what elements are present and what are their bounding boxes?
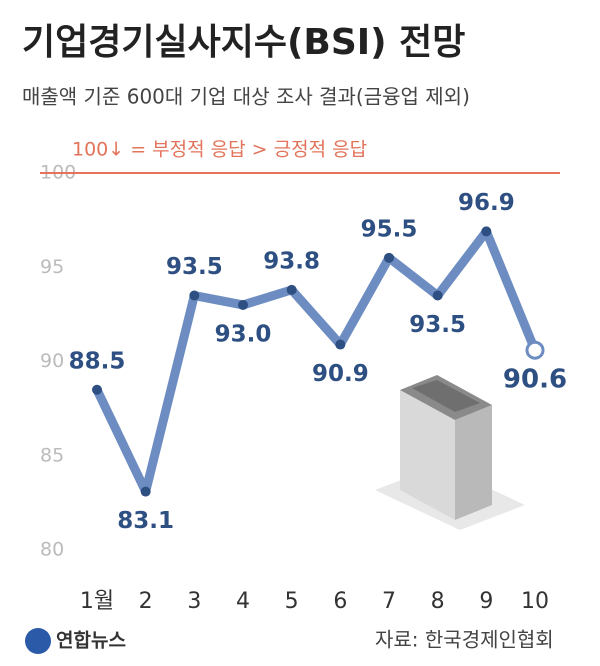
data-label: 83.1 bbox=[117, 508, 174, 534]
logo: 연합뉴스 bbox=[56, 630, 126, 652]
data-label: 93.5 bbox=[166, 254, 223, 280]
marker bbox=[238, 299, 248, 310]
data-label: 90.6 bbox=[503, 365, 567, 395]
data-label: 96.9 bbox=[458, 190, 515, 216]
marker bbox=[140, 486, 151, 497]
marker bbox=[432, 290, 443, 301]
x-tick-label: 8 bbox=[431, 589, 445, 614]
data-label: 90.9 bbox=[312, 361, 369, 387]
marker bbox=[92, 384, 102, 395]
data-label: 93.8 bbox=[263, 248, 320, 274]
x-tick-label: 5 bbox=[285, 589, 299, 614]
y-tick-label: 90 bbox=[40, 350, 64, 372]
data-label: 88.5 bbox=[69, 348, 126, 374]
logo-icon bbox=[25, 628, 51, 654]
marker bbox=[384, 252, 394, 263]
x-tick-label: 1월 bbox=[80, 589, 114, 614]
x-tick-label: 4 bbox=[236, 589, 250, 614]
y-tick-label: 80 bbox=[40, 539, 64, 561]
building-illustration bbox=[375, 375, 525, 530]
x-tick-label: 7 bbox=[382, 589, 396, 614]
data-label: 95.5 bbox=[361, 216, 418, 242]
x-tick-label: 9 bbox=[479, 589, 493, 614]
marker bbox=[286, 284, 297, 295]
marker bbox=[189, 290, 200, 301]
source: 자료: 한국경제인협회 bbox=[375, 628, 554, 652]
data-label: 93.0 bbox=[215, 321, 272, 347]
marker bbox=[525, 340, 545, 360]
data-label: 93.5 bbox=[409, 312, 466, 338]
x-tick-label: 6 bbox=[333, 589, 347, 614]
y-tick-label: 85 bbox=[40, 444, 64, 466]
marker bbox=[481, 226, 492, 237]
marker bbox=[335, 339, 346, 350]
chart-title: 기업경기실사지수(BSI) 전망 bbox=[22, 22, 465, 63]
line bbox=[92, 226, 540, 497]
chart-subtitle: 매출액 기준 600대 기업 대상 조사 결과(금융업 제외) bbox=[22, 85, 470, 109]
x-tick-label: 3 bbox=[187, 589, 201, 614]
annotation: 100↓ = 부정적 응답 > 긍정적 응답 bbox=[72, 139, 367, 161]
x-tick-label: 2 bbox=[139, 589, 153, 614]
y-tick-label: 95 bbox=[40, 256, 64, 278]
x-tick-label: 10 bbox=[521, 589, 549, 614]
